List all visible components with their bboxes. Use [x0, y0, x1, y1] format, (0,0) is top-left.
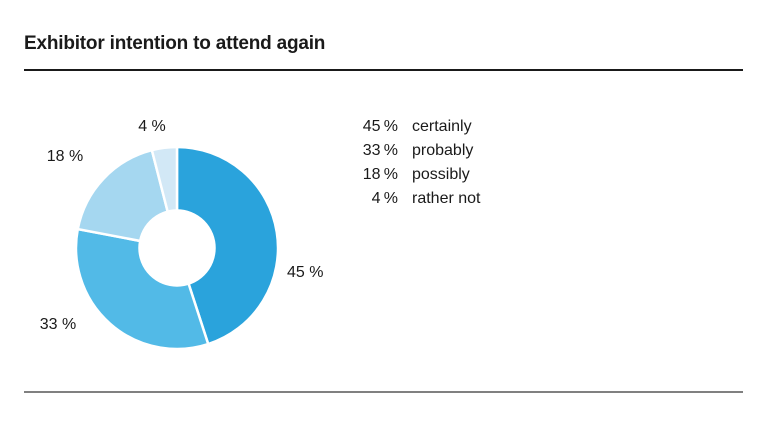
title-rule	[24, 69, 743, 71]
legend-row: 45 % certainly	[352, 115, 480, 139]
footer-rule	[24, 391, 743, 393]
legend-value: 4 %	[371, 190, 398, 207]
legend-value: 45 %	[362, 118, 398, 135]
pie-label-certainly: 45 %	[287, 264, 324, 281]
legend-label: certainly	[412, 118, 472, 135]
legend-value: 33 %	[362, 142, 398, 159]
pie-label-possibly: 18 %	[46, 148, 84, 165]
legend-value: 18 %	[362, 166, 398, 183]
legend-label: rather not	[412, 190, 481, 207]
pie-label-rather-not: 4 %	[138, 118, 166, 135]
donut-hole	[138, 209, 216, 287]
chart-legend: 45 % certainly 33 % probably 18 % possib…	[352, 115, 481, 211]
legend-row: 18 % possibly	[352, 163, 480, 187]
page-title: Exhibitor intention to attend again	[24, 33, 326, 54]
legend-label: possibly	[412, 166, 470, 183]
pie-segment-certainly	[175, 145, 280, 346]
legend-row: 4 % rather not	[352, 187, 481, 211]
legend-label: probably	[412, 142, 474, 159]
pie-label-probably: 33 %	[39, 316, 77, 333]
legend-row: 33 % probably	[352, 139, 480, 163]
